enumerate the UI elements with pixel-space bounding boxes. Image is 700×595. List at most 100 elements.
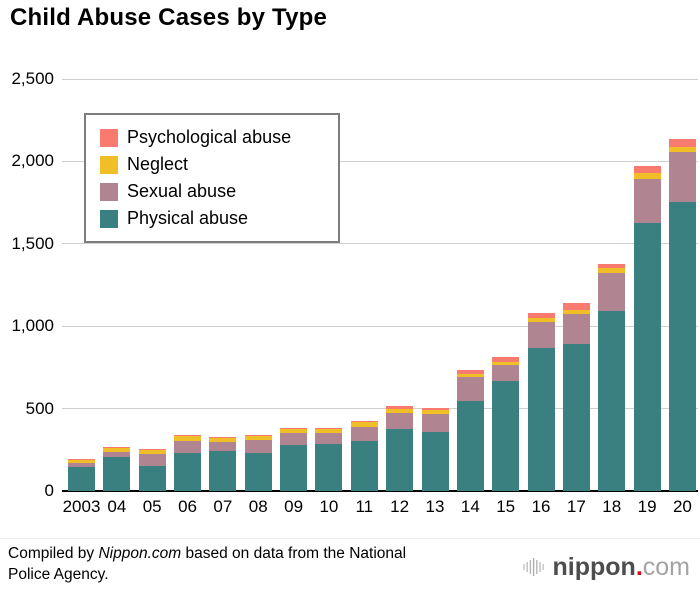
x-tick-label-17: 17 xyxy=(566,497,586,516)
bar-16 xyxy=(527,313,555,491)
segment-sexual-abuse xyxy=(209,442,237,452)
plot-area xyxy=(62,78,698,492)
segment-psychological-abuse xyxy=(315,427,343,429)
x-tick-label-05: 05 xyxy=(142,497,162,516)
legend-swatch-icon xyxy=(100,128,118,147)
legend-swatch-icon xyxy=(100,155,118,174)
source-note-suffix: based on data from the National Police A… xyxy=(8,545,407,583)
x-tick-label-12: 12 xyxy=(390,497,410,516)
bar-17 xyxy=(562,303,590,491)
legend-box: Psychological abuse Neglect Sexual abuse Ph… xyxy=(84,113,340,243)
x-tick-label-07: 07 xyxy=(213,497,233,516)
y-tick-label-1500: 1,500 xyxy=(11,233,54,253)
x-tick-label-06: 06 xyxy=(178,497,198,516)
segment-neglect xyxy=(421,410,449,415)
segment-psychological-abuse xyxy=(527,313,555,318)
legend-label: Neglect xyxy=(127,154,189,174)
segment-neglect xyxy=(492,361,520,365)
segment-psychological-abuse xyxy=(350,420,378,422)
segment-physical-abuse xyxy=(421,431,449,491)
gridline-1000 xyxy=(62,325,698,327)
segment-physical-abuse xyxy=(492,380,520,491)
segment-neglect xyxy=(138,449,166,454)
segment-neglect xyxy=(633,173,661,179)
legend-swatch-icon xyxy=(100,209,118,228)
legend-item-sexual-abuse: Sexual abuse xyxy=(100,178,332,205)
gridline-2500 xyxy=(62,78,698,80)
segment-psychological-abuse xyxy=(633,166,661,174)
gridline-2000 xyxy=(62,160,698,162)
segment-psychological-abuse xyxy=(598,263,626,269)
segment-psychological-abuse xyxy=(668,139,696,148)
segment-neglect xyxy=(456,374,484,378)
segment-sexual-abuse xyxy=(562,313,590,344)
bar-15 xyxy=(492,356,520,491)
legend-label: Psychological abuse xyxy=(127,127,292,147)
legend-item-physical-abuse: Physical abuse xyxy=(100,205,332,232)
segment-psychological-abuse xyxy=(174,434,202,436)
y-tick-label-0: 0 xyxy=(44,481,54,500)
segment-physical-abuse xyxy=(103,457,131,491)
segment-neglect xyxy=(244,435,272,440)
segment-psychological-abuse xyxy=(492,356,520,362)
segment-psychological-abuse xyxy=(138,449,166,450)
bar-11 xyxy=(350,420,378,491)
y-tick-label-500: 500 xyxy=(25,398,54,418)
segment-neglect xyxy=(174,435,202,441)
x-tick-label-19: 19 xyxy=(637,497,657,516)
segment-sexual-abuse xyxy=(456,377,484,402)
segment-physical-abuse xyxy=(315,444,343,491)
logo-name: nippon xyxy=(552,552,636,581)
x-tick-label-15: 15 xyxy=(496,497,516,516)
segment-psychological-abuse xyxy=(456,369,484,374)
bar-2003 xyxy=(68,458,95,491)
x-tick-label-18: 18 xyxy=(602,497,622,516)
logo-tld: com xyxy=(642,552,690,581)
segment-sexual-abuse xyxy=(350,426,378,441)
x-tick-label-2003: 2003 xyxy=(62,497,101,516)
x-tick-label-20: 20 xyxy=(672,497,692,516)
segment-sexual-abuse xyxy=(598,273,626,311)
segment-psychological-abuse xyxy=(103,447,131,449)
segment-sexual-abuse xyxy=(492,364,520,381)
segment-neglect xyxy=(668,147,696,153)
segment-sexual-abuse xyxy=(633,178,661,223)
x-tick-label-09: 09 xyxy=(284,497,304,516)
x-tick-label-16: 16 xyxy=(531,497,551,516)
segment-neglect xyxy=(68,459,95,463)
bar-19 xyxy=(633,166,661,491)
segment-sexual-abuse xyxy=(138,453,166,467)
gridline-1500 xyxy=(62,243,698,245)
segment-sexual-abuse xyxy=(386,412,414,430)
segment-sexual-abuse xyxy=(68,463,95,468)
segment-neglect xyxy=(350,421,378,427)
source-note: Compiled by Nippon.com based on data fro… xyxy=(8,543,438,585)
chart-title: Child Abuse Cases by Type xyxy=(10,4,328,31)
segment-psychological-abuse xyxy=(209,436,237,438)
gridline-500 xyxy=(62,408,698,410)
segment-psychological-abuse xyxy=(386,406,414,409)
source-note-prefix: Compiled by xyxy=(8,545,99,562)
segment-sexual-abuse xyxy=(174,440,202,454)
segment-physical-abuse xyxy=(138,466,166,491)
segment-physical-abuse xyxy=(527,348,555,491)
segment-sexual-abuse xyxy=(421,414,449,432)
segment-psychological-abuse xyxy=(562,303,590,310)
nippon-logo-icon xyxy=(522,558,544,576)
legend-item-neglect: Neglect xyxy=(100,151,332,178)
segment-sexual-abuse xyxy=(280,432,308,445)
bar-05 xyxy=(138,449,166,491)
segment-physical-abuse xyxy=(633,222,661,491)
segment-physical-abuse xyxy=(350,440,378,491)
segment-neglect xyxy=(315,428,343,434)
legend-label: Sexual abuse xyxy=(127,181,237,201)
segment-physical-abuse xyxy=(68,467,95,491)
legend-item-psychological-abuse: Psychological abuse xyxy=(100,124,332,151)
segment-physical-abuse xyxy=(386,429,414,491)
bar-14 xyxy=(456,369,484,491)
segment-physical-abuse xyxy=(562,343,590,491)
segment-sexual-abuse xyxy=(244,439,272,454)
legend-label: Physical abuse xyxy=(127,208,249,228)
bar-20 xyxy=(668,139,696,491)
legend-swatch-icon xyxy=(100,182,118,201)
